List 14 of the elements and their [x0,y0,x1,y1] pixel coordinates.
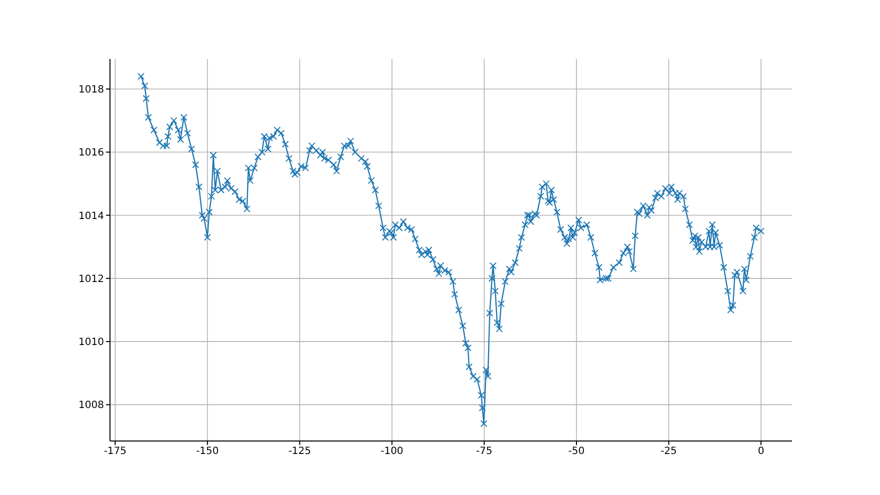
x-tick-label: -25 [660,446,677,458]
x-tick-label: -175 [104,446,127,458]
x-tick-label: -150 [196,446,219,458]
y-tick-label: 1010 [78,337,104,348]
y-tick-label: 1016 [78,148,104,159]
y-tick-label: 1014 [78,210,104,222]
x-tick-label: -50 [568,446,585,458]
x-tick-label: -75 [476,446,492,458]
x-tick-label: -125 [288,446,312,458]
x-tick-label: -100 [380,446,404,458]
y-tick-label: 1012 [78,274,104,285]
y-tick-label: 1008 [78,400,104,412]
x-tick-label: 0 [758,446,764,458]
y-tick-label: 1018 [78,84,104,96]
